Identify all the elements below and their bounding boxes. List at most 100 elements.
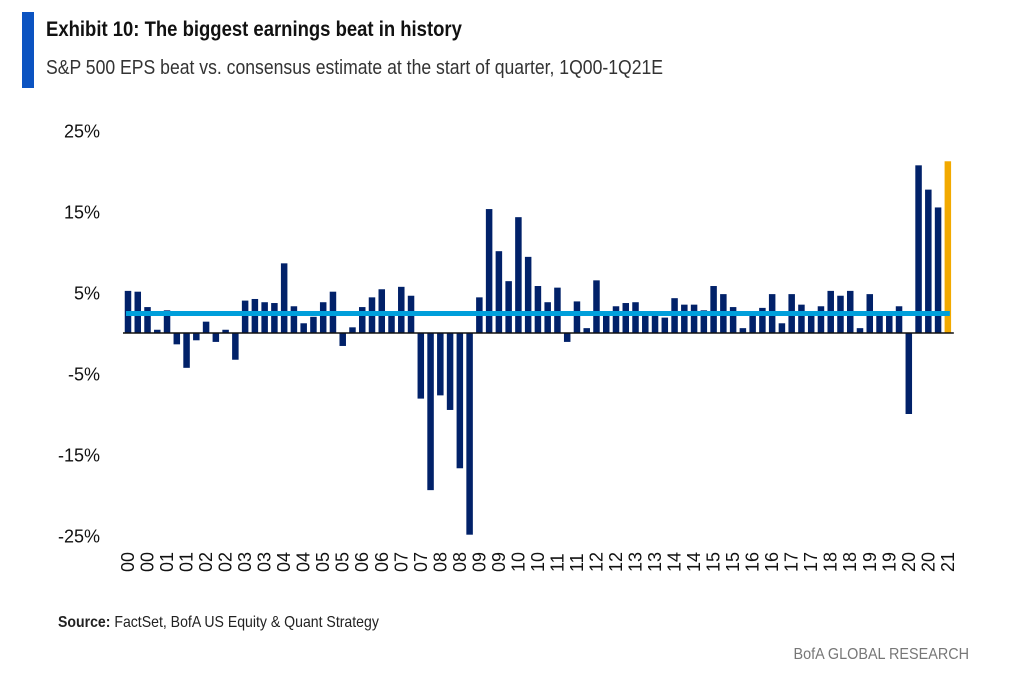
x-tick-label: 13 [626,552,646,572]
x-tick-label: 09 [469,552,489,572]
x-tick-label: 04 [274,552,294,572]
x-tick-label: 17 [801,552,821,572]
x-tick-label: 10 [508,552,528,572]
source-text: FactSet, BofA US Equity & Quant Strategy [110,614,379,631]
bar [144,307,151,333]
x-tick-label: 19 [860,552,880,572]
x-tick-label: 18 [840,552,860,572]
bar [466,333,473,535]
bar [807,312,815,333]
bar [241,300,249,333]
y-axis: 25% 15% 5% -5% -15% -25% [58,122,100,547]
y-tick-label: 25% [64,122,100,142]
x-tick-label: 03 [235,552,255,572]
bar [427,333,434,491]
x-tick-label: 14 [684,552,704,572]
y-tick-label: 5% [74,284,100,304]
bar [700,310,708,333]
bar [524,256,532,333]
x-tick-label: 19 [879,552,899,572]
x-axis: 00 00 01 01 02 02 03 03 04 04 05 05 06 06 07 07 08 08 09 09… [118,552,958,572]
bar [886,314,893,333]
bar [154,329,161,333]
x-tick-label: 13 [645,552,665,572]
x-tick-label: 12 [606,552,626,572]
bar [651,312,659,333]
x-tick-label: 18 [821,552,841,572]
bar [319,302,327,333]
bar [905,333,913,414]
bar [876,312,883,333]
y-tick-label: -15% [58,446,100,466]
x-tick-label: 10 [528,552,548,572]
bar [349,327,356,333]
bar [398,286,405,333]
x-tick-label: 15 [723,552,743,572]
bar [544,302,551,333]
bar [446,333,454,410]
bar [456,333,464,469]
bar [485,209,493,333]
x-tick-label: 05 [333,552,353,572]
y-tick-label: -5% [68,365,100,385]
x-tick-label: 09 [489,552,509,572]
y-tick-label: 15% [64,203,100,223]
bar [642,311,649,333]
bar [280,263,288,333]
bar [515,217,522,333]
bar [573,301,581,333]
estimate-bar [944,161,952,333]
x-tick-label: 16 [762,552,782,572]
x-tick-label: 15 [704,552,724,572]
brand-footer: BofA GLOBAL RESEARCH [793,646,969,663]
bar [798,304,805,333]
bar [202,321,210,333]
x-tick-label: 17 [782,552,802,572]
bar [749,312,756,333]
bar [495,251,503,333]
bar [271,303,278,333]
x-tick-label: 08 [450,552,470,572]
bar [437,333,444,396]
bar [622,303,630,333]
bar [290,306,298,333]
bar [300,323,307,333]
bar [417,333,425,399]
bar [173,333,181,345]
bar [563,333,571,342]
bar [222,329,229,333]
x-tick-label: 02 [196,552,216,572]
x-tick-label: 11 [547,553,567,572]
bar [593,280,600,333]
x-tick-label: 21 [938,552,958,572]
x-tick-label: 02 [216,552,236,572]
bar [661,317,669,333]
bar [505,281,512,333]
bar [554,287,561,333]
bar [710,286,717,333]
bar [232,333,239,360]
bar [183,333,190,368]
x-tick-label: 06 [372,552,392,572]
bar [915,165,922,333]
bar [163,310,171,333]
bar [339,333,346,346]
bar [310,316,317,333]
bar [388,313,395,333]
x-tick-label: 03 [255,552,275,572]
bar [934,207,942,333]
x-tick-label: 00 [138,552,158,572]
bars [124,161,952,535]
source-note: Source: FactSet, BofA US Equity & Quant … [58,614,379,632]
bar [778,323,786,333]
bar [612,306,620,333]
x-tick-label: 12 [586,552,606,572]
accent-bar [22,12,34,88]
x-tick-label: 01 [157,552,177,572]
bar [895,306,903,333]
x-tick-label: 20 [899,552,919,572]
bar [358,307,366,333]
x-tick-label: 20 [918,552,938,572]
bar [534,286,542,333]
x-tick-label: 07 [411,552,431,572]
